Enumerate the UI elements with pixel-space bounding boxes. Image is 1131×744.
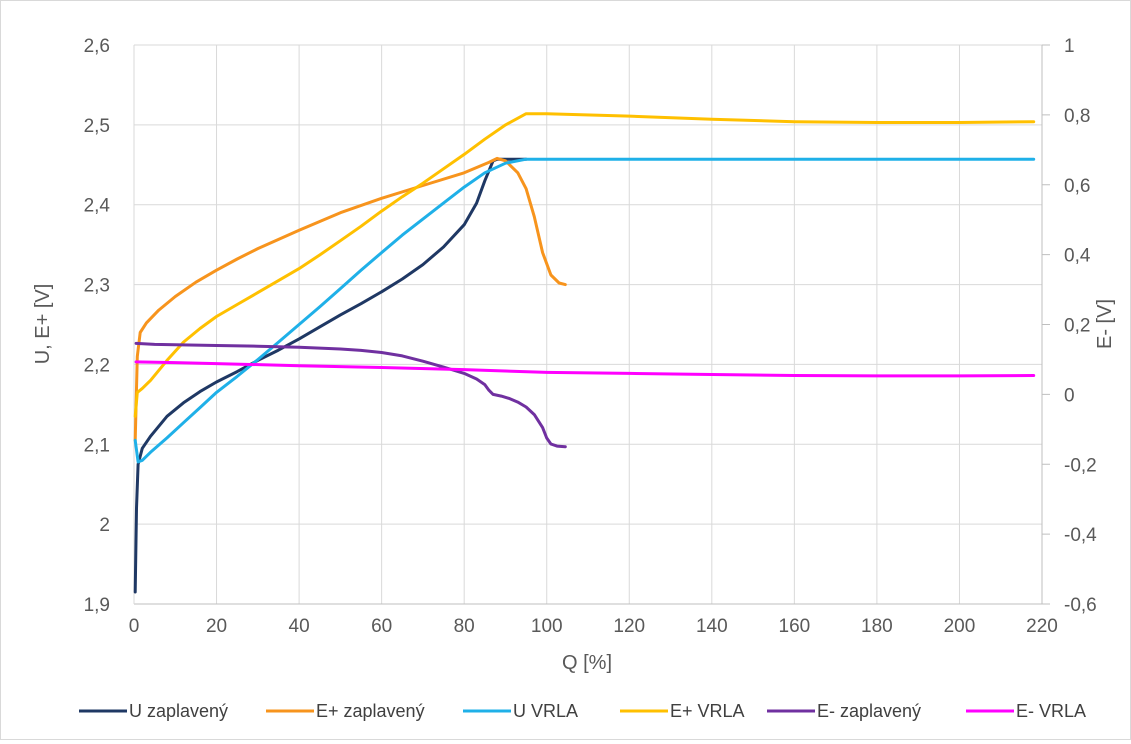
axes — [133, 44, 1050, 605]
x-tick-label: 60 — [371, 616, 392, 637]
legend-label-2: U VRLA — [513, 701, 578, 721]
y2-tick-label: -0,2 — [1064, 455, 1097, 476]
series-line-1 — [133, 156, 567, 442]
y2-tick-label: 0,6 — [1064, 176, 1090, 197]
y-tick-label: 2,5 — [84, 116, 110, 137]
series-line-2 — [133, 157, 1036, 464]
x-tick-label: 180 — [861, 616, 893, 637]
legend-label-5: E- VRLA — [1016, 701, 1086, 721]
y-tick-label: 2,3 — [84, 276, 110, 297]
x-tick-label: 200 — [944, 616, 976, 637]
x-axis-title: Q [%] — [562, 652, 612, 674]
legend-label-0: U zaplavený — [129, 701, 228, 721]
y-tick-label: 1,9 — [84, 595, 110, 616]
x-tick-label: 20 — [206, 616, 227, 637]
y2-axis-title: E- [V] — [1094, 299, 1116, 349]
y-tick-label: 2,6 — [84, 36, 110, 57]
series-line-5 — [134, 360, 1036, 378]
y-tick-label: 2 — [99, 515, 110, 536]
legend: U zaplavený E+ zaplavený U VRLA E+ VRLA E- z… — [79, 701, 1086, 721]
y-tick-label: 2,2 — [84, 355, 110, 376]
series-line-4 — [134, 341, 567, 449]
y2-tick-label: -0,4 — [1064, 525, 1097, 546]
x-tick-label: 80 — [454, 616, 475, 637]
x-tick-label: 220 — [1026, 616, 1058, 637]
y2-tick-label: -0,6 — [1064, 595, 1097, 616]
y2-tick-label: 1 — [1064, 36, 1075, 57]
x-tick-label: 0 — [129, 616, 140, 637]
y2-tick-label: 0 — [1064, 385, 1075, 406]
legend-label-4: E- zaplavený — [817, 701, 921, 721]
y-tick-label: 2,1 — [84, 435, 110, 456]
y-axis-title: U, E+ [V] — [32, 284, 54, 365]
x-tick-label: 160 — [779, 616, 811, 637]
series-lines — [133, 112, 1036, 594]
y2-tick-label: 0,2 — [1064, 316, 1090, 337]
x-tick-label: 120 — [613, 616, 645, 637]
x-tick-label: 40 — [289, 616, 310, 637]
gridlines — [133, 44, 1043, 605]
series-line-0 — [133, 157, 528, 594]
x-tick-label: 100 — [531, 616, 563, 637]
y2-tick-label: 0,8 — [1064, 106, 1090, 127]
tick-labels: 0 20 40 60 80 100 120 140 160 180 200 220 1,9 2 2,1 2,2… — [84, 36, 1098, 637]
legend-label-1: E+ zaplavený — [316, 701, 425, 721]
y2-tick-label: 0,4 — [1064, 246, 1091, 267]
legend-label-3: E+ VRLA — [670, 701, 745, 721]
y-tick-label: 2,4 — [84, 196, 111, 217]
x-tick-label: 140 — [696, 616, 728, 637]
